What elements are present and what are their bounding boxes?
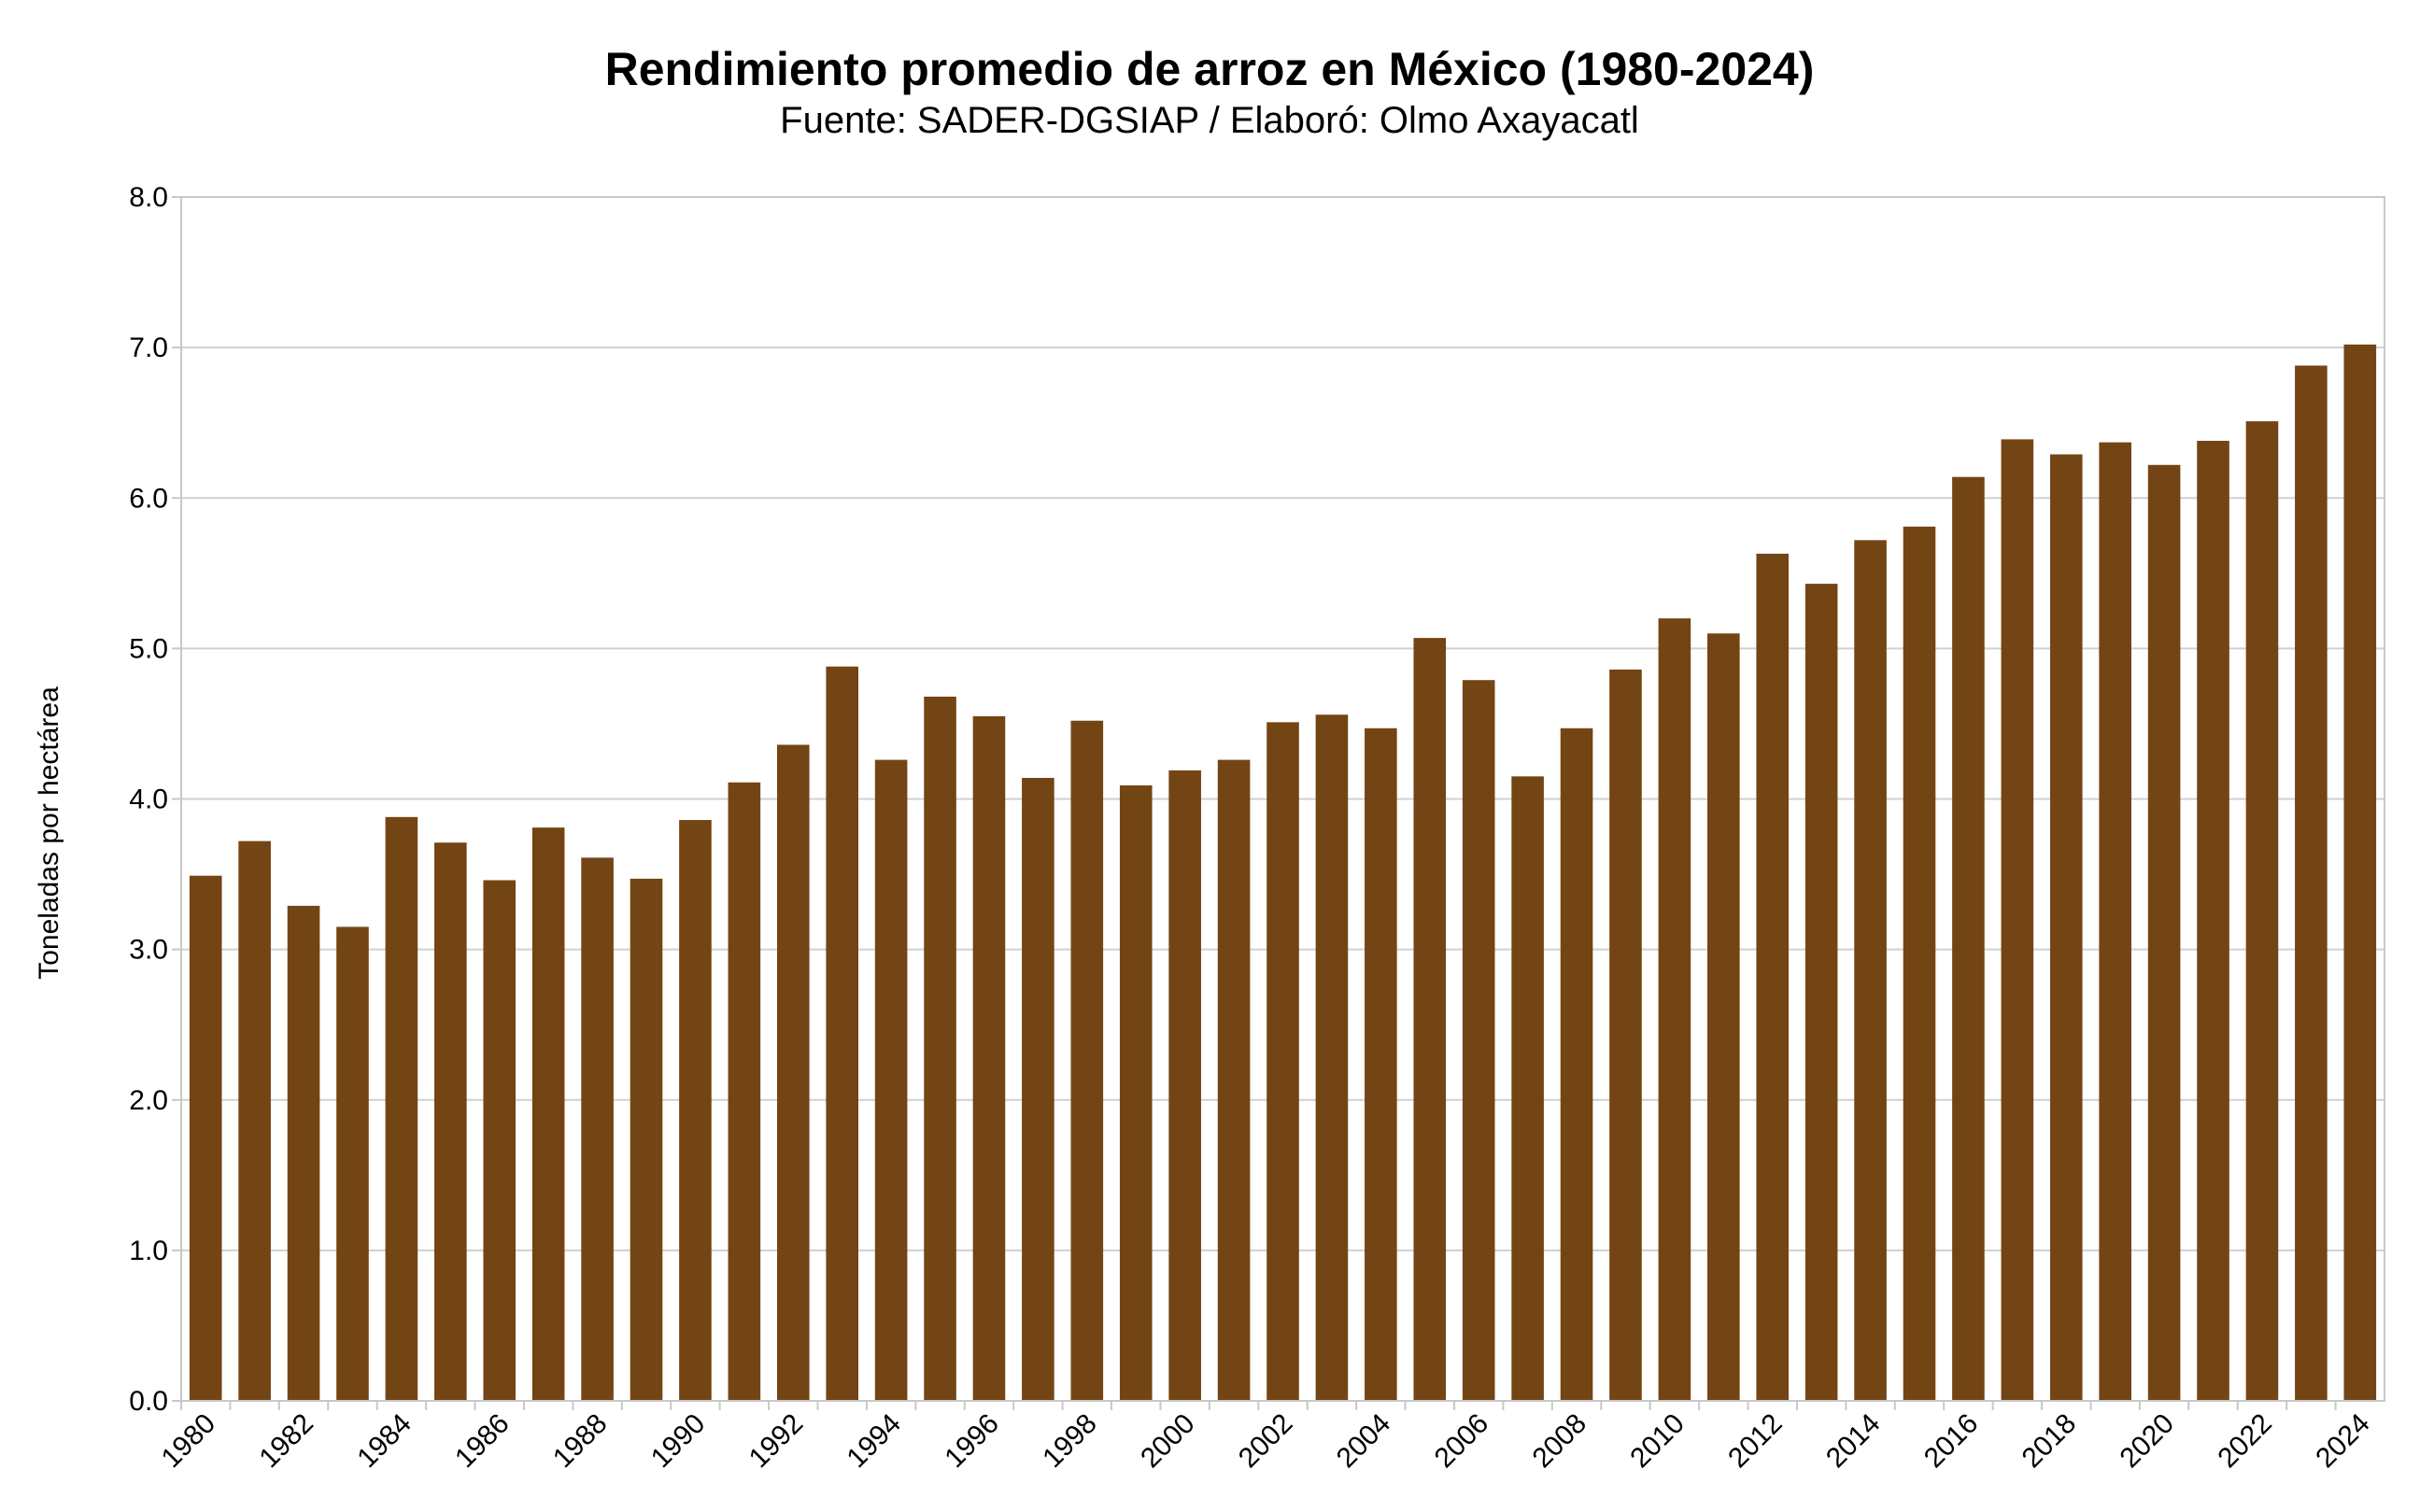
bar-1991 [728,782,761,1401]
bar-2014 [1854,540,1887,1401]
y-tick-label: 8.0 [129,182,168,213]
bar-2004 [1365,728,1397,1401]
bars [189,344,2377,1402]
x-tick-label: 2012 [1722,1408,1789,1475]
bar-2022 [2245,421,2279,1401]
bar-2007 [1511,776,1544,1401]
bar-2011 [1707,633,1740,1401]
bar-2021 [2197,441,2229,1402]
bar-2024 [2343,344,2377,1402]
chart-subtitle: Fuente: SADER-DGSIAP / Elaboró: Olmo Axa… [780,100,1639,141]
bar-1983 [336,926,369,1401]
y-tick-label: 0.0 [129,1386,168,1417]
chart-title: Rendimiento promedio de arroz en México … [605,43,1815,95]
bar-2002 [1267,722,1299,1401]
bar-2013 [1804,584,1838,1401]
x-tick-label: 2020 [2115,1408,2181,1475]
bar-2012 [1756,553,1790,1401]
bar-1981 [238,841,271,1401]
x-tick-label: 2000 [1135,1408,1201,1475]
bar-1992 [776,744,810,1401]
bar-2023 [2295,365,2328,1402]
x-tick-label: 2004 [1331,1408,1397,1475]
x-tick-label: 1992 [743,1408,810,1475]
y-tick-label: 4.0 [129,784,168,815]
bar-1989 [630,878,663,1401]
x-tick-label: 1984 [351,1408,417,1475]
x-tick-label: 1996 [939,1408,1005,1475]
bar-1980 [189,875,222,1401]
bar-2005 [1413,638,1447,1401]
y-tick-label: 6.0 [129,483,168,514]
bar-1990 [679,820,712,1401]
x-tick-label: 2024 [2310,1408,2376,1475]
x-tick-label: 2010 [1624,1408,1691,1475]
bar-1999 [1119,784,1153,1401]
x-axis-ticks: 1980 1982 1984 1986 1988 1990 1992 1994 1996 1998… [156,1401,2376,1474]
bar-1993 [826,666,858,1401]
bar-2016 [1952,476,1985,1401]
x-tick-label: 1994 [842,1408,908,1475]
bar-2006 [1462,680,1495,1401]
x-tick-label: 2016 [1918,1408,1985,1475]
x-tick-label: 2006 [1429,1408,1495,1475]
bar-2019 [2099,442,2131,1401]
bar-1982 [287,905,320,1401]
bar-1987 [531,827,565,1401]
x-tick-label: 1980 [156,1408,222,1475]
bar-1996 [972,715,1006,1401]
y-tick-label: 5.0 [129,633,168,664]
x-tick-label: 1988 [547,1408,614,1475]
x-tick-label: 1998 [1037,1408,1103,1475]
x-tick-label: 1982 [253,1408,319,1475]
bar-1986 [483,880,517,1401]
bar-1994 [874,759,908,1401]
y-tick-label: 3.0 [129,935,168,966]
bar-2009 [1609,669,1642,1401]
bar-2015 [1903,526,1936,1401]
bar-1985 [434,842,467,1401]
y-tick-label: 1.0 [129,1236,168,1266]
x-tick-label: 2018 [2017,1408,2083,1475]
bar-2008 [1560,728,1593,1401]
x-tick-label: 2008 [1526,1408,1592,1475]
bar-2018 [2049,454,2083,1401]
y-axis-label: Toneladas por hectárea [34,686,64,980]
plot-frame [180,196,2385,1402]
bar-1997 [1022,777,1054,1401]
y-tick-label: 2.0 [129,1085,168,1116]
bar-2001 [1217,759,1251,1401]
x-tick-label: 1990 [645,1408,712,1475]
bar-2020 [2147,464,2181,1401]
x-tick-label: 2022 [2212,1408,2278,1475]
bar-2003 [1315,714,1349,1401]
bar-2000 [1168,770,1201,1401]
bar-2010 [1658,618,1691,1401]
y-axis-ticks: 0.0 1.0 2.0 3.0 4.0 5.0 6.0 7.0 8.0 [129,182,181,1417]
bar-2017 [2001,439,2034,1401]
x-tick-label: 1986 [449,1408,516,1475]
bar-1984 [385,816,418,1401]
bar-1988 [581,857,614,1401]
bar-1995 [924,696,956,1401]
bar-1998 [1070,720,1104,1401]
y-tick-label: 7.0 [129,332,168,363]
x-tick-label: 2002 [1233,1408,1299,1475]
x-tick-label: 2014 [1820,1408,1887,1475]
